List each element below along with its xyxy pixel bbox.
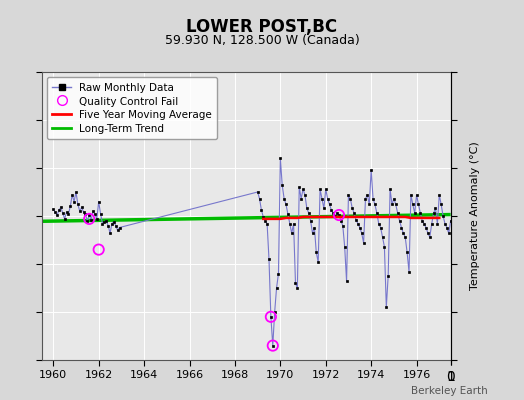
Text: Berkeley Earth: Berkeley Earth [411,386,487,396]
Point [269,342,277,349]
Point [335,212,343,218]
Text: LOWER POST,BC: LOWER POST,BC [187,18,337,36]
Point [267,314,275,320]
Point [94,246,103,253]
Y-axis label: Temperature Anomaly (°C): Temperature Anomaly (°C) [470,142,480,290]
Text: 59.930 N, 128.500 W (Canada): 59.930 N, 128.500 W (Canada) [165,34,359,47]
Point [85,216,93,222]
Legend: Raw Monthly Data, Quality Control Fail, Five Year Moving Average, Long-Term Tren: Raw Monthly Data, Quality Control Fail, … [47,77,217,140]
